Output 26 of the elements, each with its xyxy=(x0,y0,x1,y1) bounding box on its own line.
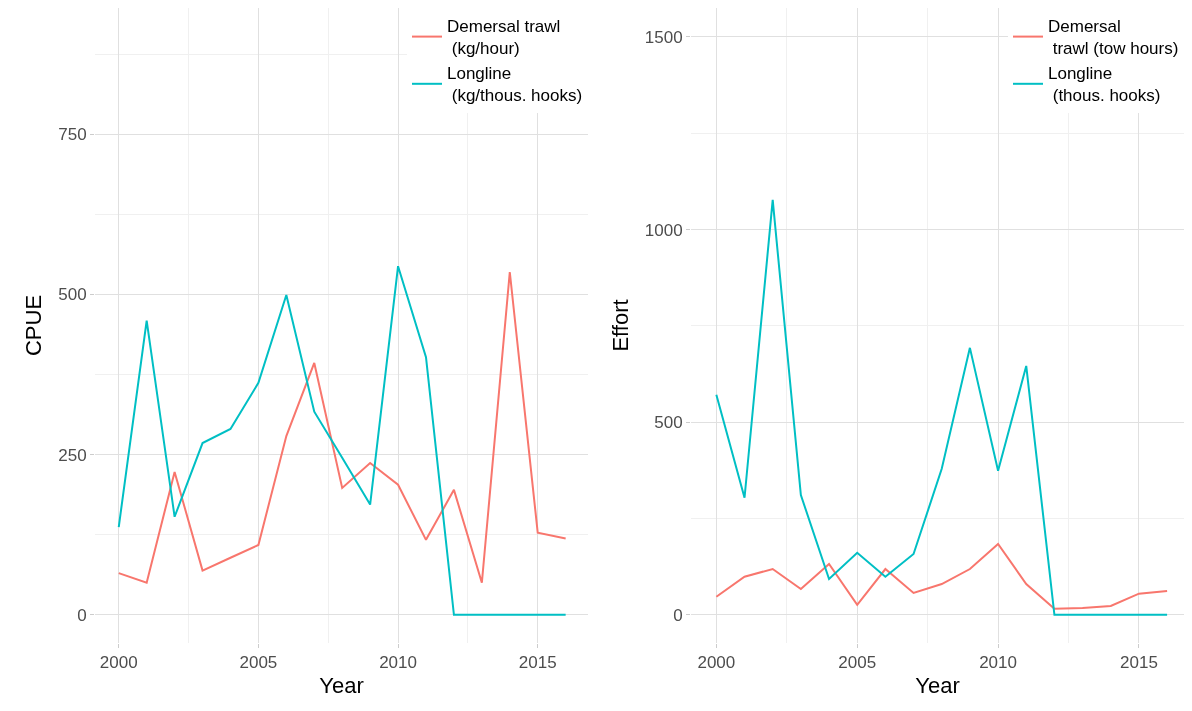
y-tick-label: 750 xyxy=(58,125,87,145)
line-series xyxy=(715,542,1169,610)
legend-label: Demersal trawl (tow hours) xyxy=(1048,17,1179,59)
y-tick-label: 250 xyxy=(58,445,87,465)
y-axis-title: CPUE xyxy=(21,294,47,357)
x-tick-label: 2005 xyxy=(239,653,278,673)
y-tick-label: 500 xyxy=(58,285,87,305)
x-tick-label: 2005 xyxy=(838,653,877,673)
x-tick-label: 2010 xyxy=(979,653,1017,673)
x-tick-label: 2015 xyxy=(1120,653,1158,673)
legend-label: Longline (kg/thous. hooks) xyxy=(447,64,583,106)
x-tick-label: 2000 xyxy=(99,653,138,673)
y-tick-label: 1000 xyxy=(644,220,683,240)
x-tick-label: 2000 xyxy=(697,653,736,673)
legend-label: Longline (thous. hooks) xyxy=(1048,64,1161,106)
x-axis-title: Year xyxy=(319,673,364,699)
y-tick-label: 0 xyxy=(673,605,683,625)
y-axis-title: Effort xyxy=(607,299,633,352)
legend-label: Demersal trawl (kg/hour) xyxy=(447,17,561,59)
line-series xyxy=(715,198,1169,616)
y-tick-label: 0 xyxy=(77,605,87,625)
x-tick-label: 2015 xyxy=(518,653,557,673)
x-tick-label: 2010 xyxy=(379,653,417,673)
x-axis-title: Year xyxy=(915,673,960,699)
y-tick-label: 500 xyxy=(654,413,683,433)
y-tick-label: 1500 xyxy=(644,27,683,47)
